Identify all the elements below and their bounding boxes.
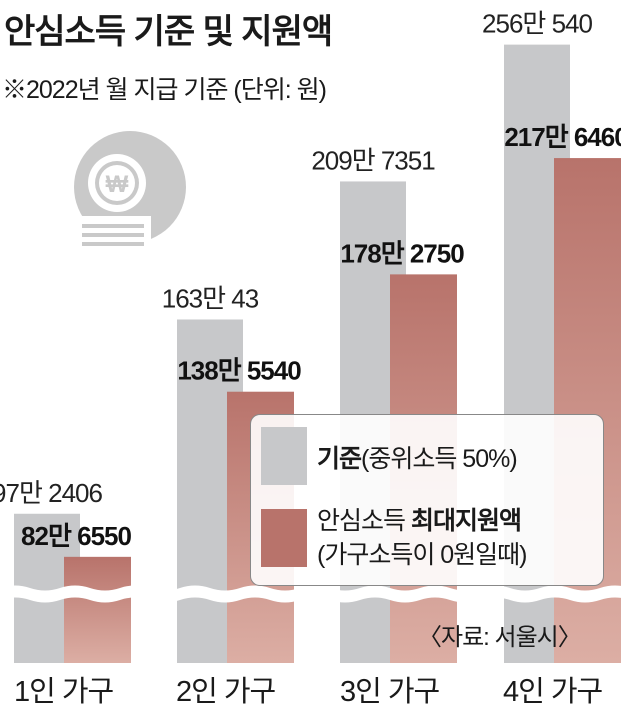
won-coin-document-icon: ₩ xyxy=(74,131,186,256)
data-label-support: 138만 5540 xyxy=(177,356,301,386)
legend-label-support-note: (가구소득이 0원일때) xyxy=(317,541,528,569)
category-label: 1인 가구 xyxy=(14,676,114,707)
axis-break xyxy=(0,585,621,603)
data-label-standard: 256만 540 xyxy=(482,9,592,39)
data-label-support: 178만 2750 xyxy=(340,238,464,268)
svg-text:₩: ₩ xyxy=(106,171,129,198)
legend: 기준(중위소득 50%) 안심소득 최대지원액 (가구소득이 0원일때) xyxy=(250,414,604,586)
data-label-standard: 209만 7351 xyxy=(311,145,435,175)
legend-label-support: 안심소득 최대지원액 xyxy=(317,507,522,535)
category-label: 2인 가구 xyxy=(176,676,276,707)
category-label: 3인 가구 xyxy=(340,676,440,707)
source-note: 〈자료: 서울시〉 xyxy=(418,624,582,651)
chart-title: 안심소득 기준 및 지원액 xyxy=(4,13,333,51)
legend-label-standard: 기준(중위소득 50%) xyxy=(317,445,518,473)
data-label-standard: 97만 2406 xyxy=(0,478,102,508)
data-label-standard: 163만 43 xyxy=(162,283,259,313)
chart-subtitle: ※2022년 월 지급 기준 (단위: 원) xyxy=(2,76,327,104)
legend-swatch-standard xyxy=(261,427,307,485)
data-label-support: 217만 6460 xyxy=(504,122,621,152)
data-label-support: 82만 6550 xyxy=(21,521,131,551)
category-label: 4인 가구 xyxy=(503,676,603,707)
bar-support xyxy=(64,556,131,663)
legend-swatch-support xyxy=(261,509,307,567)
